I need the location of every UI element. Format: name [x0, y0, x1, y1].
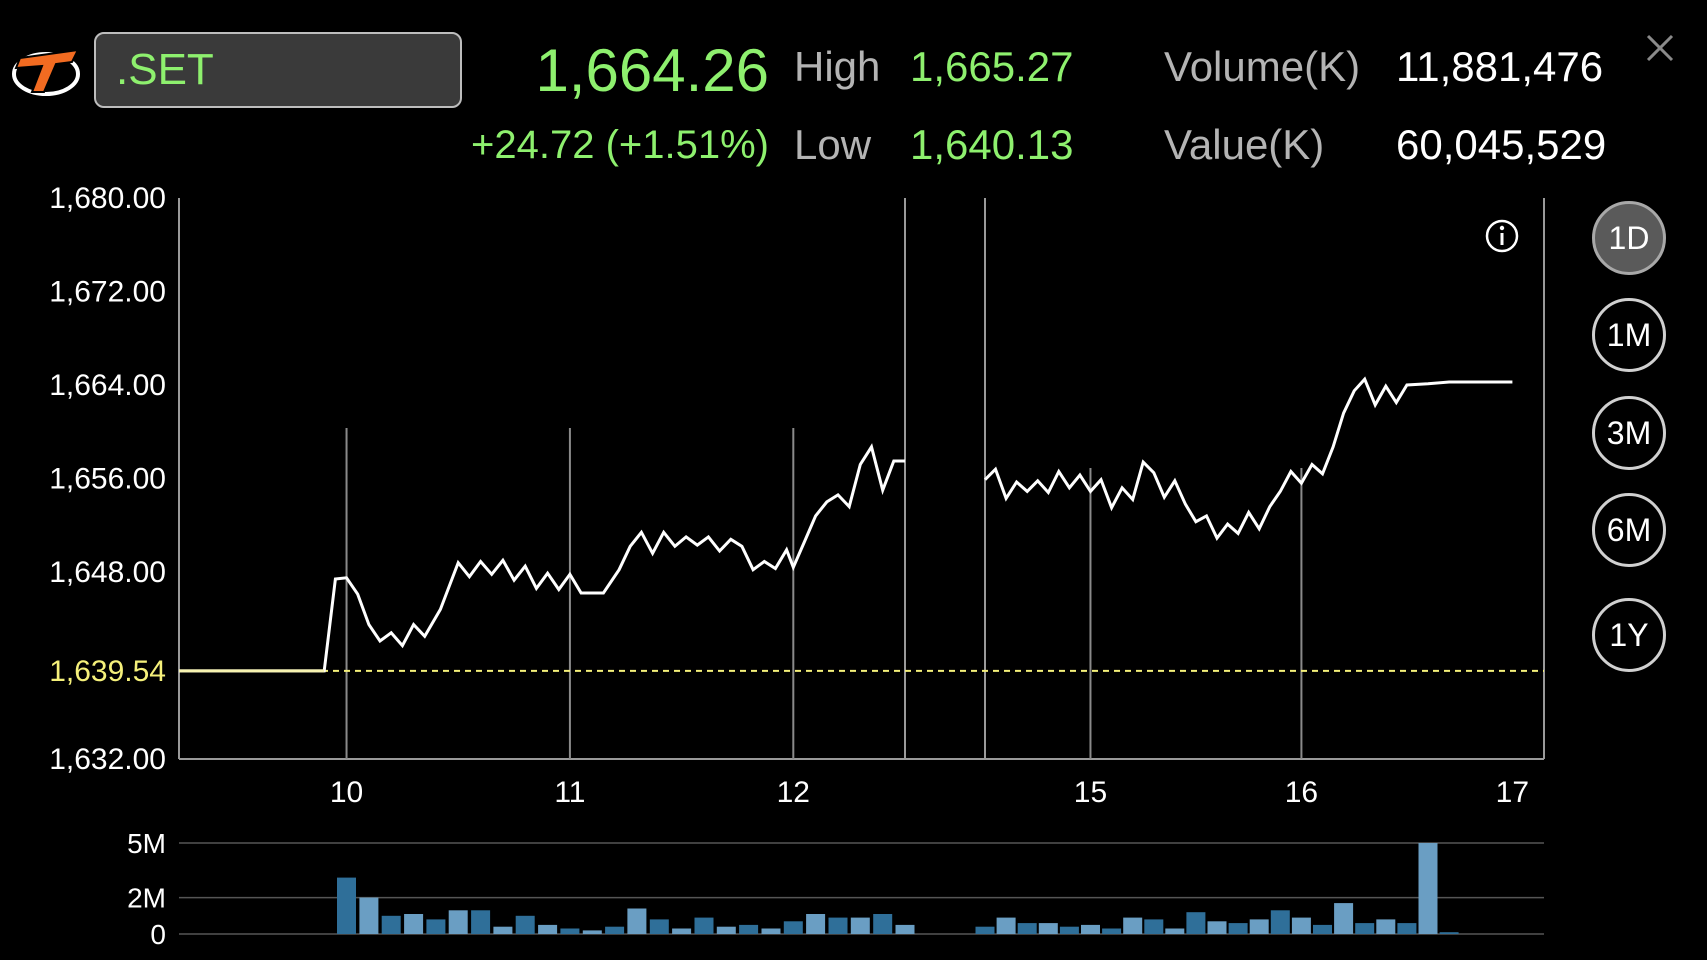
volume-value: 11,881,476	[1396, 43, 1604, 90]
volume-bar	[739, 924, 759, 934]
volume-bar	[1144, 919, 1164, 934]
volume-chart: 5M 2M 0	[127, 828, 1544, 950]
close-icon[interactable]	[1640, 28, 1680, 68]
volume-bar	[493, 926, 513, 934]
volume-bar	[426, 919, 446, 934]
volume-bar	[1291, 917, 1311, 934]
price-series-line	[983, 376, 1513, 541]
period-button-1m[interactable]: 1M	[1592, 298, 1666, 372]
volume-bar	[1059, 926, 1079, 934]
volume-bar	[828, 917, 848, 934]
volume-bar	[806, 914, 826, 934]
volume-label: Volume(K)	[1164, 43, 1361, 90]
volume-bar	[582, 930, 602, 934]
volume-bar	[694, 917, 714, 934]
value-value: 60,045,529	[1396, 121, 1607, 168]
volume-bar	[975, 926, 995, 934]
brand-logo-icon	[12, 48, 80, 96]
volume-bar	[1207, 921, 1227, 934]
low-value: 1,640.13	[910, 121, 1074, 168]
volume-bar	[649, 919, 669, 934]
last-price: 1,664.26	[535, 37, 769, 104]
period-button-3m[interactable]: 3M	[1592, 396, 1666, 470]
volume-bar	[381, 915, 401, 934]
volume-bar	[1249, 919, 1269, 934]
volume-bar	[359, 897, 379, 934]
volume-bar	[404, 914, 424, 934]
x-tick-label: 10	[330, 776, 363, 809]
price-change: +24.72 (+1.51%)	[471, 123, 769, 167]
period-button-1y[interactable]: 1Y	[1592, 598, 1666, 672]
volume-bar	[1038, 923, 1058, 934]
volume-bar	[1313, 924, 1332, 934]
volume-bar	[1334, 903, 1354, 934]
high-value: 1,665.27	[910, 43, 1074, 90]
volume-bar	[895, 924, 915, 934]
volume-bar	[1017, 923, 1037, 934]
volume-bar	[716, 926, 736, 934]
volume-bar	[1165, 928, 1185, 934]
x-tick-label: 17	[1496, 776, 1529, 809]
info-icon[interactable]	[1485, 219, 1519, 253]
volume-bar	[672, 928, 692, 934]
symbol-text: .SET	[116, 45, 214, 94]
y-tick-label: 1,648.00	[49, 556, 166, 589]
volume-bar	[1376, 919, 1396, 934]
volume-bar	[1439, 932, 1459, 934]
volume-bar	[761, 928, 781, 934]
volume-bar	[560, 928, 580, 934]
x-tick-label: 12	[777, 776, 810, 809]
high-label: High	[794, 43, 881, 90]
volume-bar	[1102, 928, 1122, 934]
value-label: Value(K)	[1164, 121, 1325, 168]
volume-bar	[1228, 923, 1248, 934]
volume-bar	[1270, 910, 1290, 934]
volume-bar	[1081, 924, 1100, 934]
volume-bar	[1123, 917, 1143, 934]
price-chart: 10 11 12 15 16 17 1,680.00 1,672.00 1,664.00 1,65…	[49, 182, 1545, 809]
volume-bar	[1355, 923, 1375, 934]
volume-bar	[1418, 843, 1438, 934]
volume-bar	[783, 921, 803, 934]
volume-bar	[337, 877, 356, 934]
volume-bar	[996, 917, 1016, 934]
volume-bar	[605, 926, 625, 934]
volume-bar	[850, 917, 870, 934]
x-tick-label: 15	[1074, 776, 1107, 809]
y-tick-label: 1,672.00	[49, 276, 166, 309]
volume-bar	[515, 915, 535, 934]
volume-bar	[1397, 923, 1417, 934]
y-tick-label: 1,664.00	[49, 369, 166, 402]
volume-bar	[448, 910, 468, 934]
x-tick-label: 16	[1285, 776, 1318, 809]
low-label: Low	[794, 121, 872, 168]
volume-bar	[538, 924, 558, 934]
volume-bar	[873, 914, 893, 934]
volume-tick-label: 0	[150, 919, 166, 950]
volume-bar	[1186, 912, 1206, 934]
y-tick-label: 1,680.00	[49, 182, 166, 215]
volume-bar	[471, 910, 491, 934]
volume-bar	[627, 908, 647, 934]
y-tick-label: 1,656.00	[49, 463, 166, 496]
period-button-1d[interactable]: 1D	[1592, 201, 1666, 275]
y-tick-label: 1,632.00	[49, 743, 166, 776]
volume-tick-label: 2M	[127, 883, 166, 914]
symbol-input[interactable]: .SET	[94, 32, 462, 108]
volume-tick-label: 5M	[127, 828, 166, 859]
price-series-line	[179, 443, 905, 673]
x-tick-label: 11	[554, 776, 585, 809]
period-button-6m[interactable]: 6M	[1592, 493, 1666, 567]
previous-close-label: 1,639.54	[49, 655, 166, 688]
